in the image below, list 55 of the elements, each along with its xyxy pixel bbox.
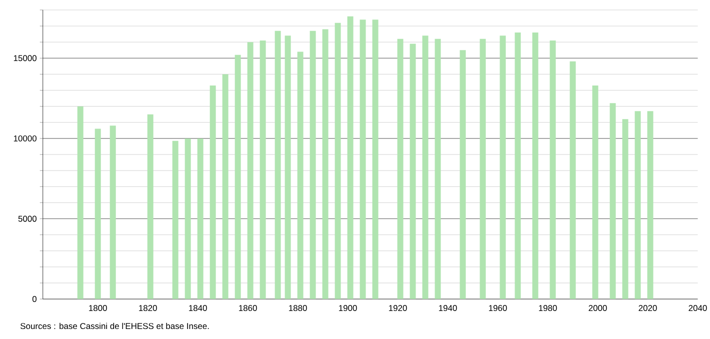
bar [77, 106, 84, 300]
bar [197, 138, 204, 300]
bar [570, 61, 576, 300]
bar [110, 126, 116, 300]
bar [334, 22, 341, 300]
y-tick-label: 5000 [18, 216, 37, 222]
source-note: Sources : base Cassini de l'EHESS et base Insee. [20, 322, 209, 330]
bar [622, 119, 628, 300]
x-tick-label: 2000 [588, 305, 607, 312]
bar [532, 32, 538, 300]
x-tick-label: 1880 [289, 305, 307, 312]
bar [234, 54, 241, 300]
bar [480, 38, 486, 300]
x-tick-label: 1840 [189, 305, 207, 312]
bar [647, 111, 654, 300]
bar [460, 50, 466, 300]
bar [422, 36, 428, 300]
bar [397, 38, 404, 300]
bar [247, 42, 254, 300]
x-tick-label: 1960 [489, 305, 507, 312]
bar [434, 38, 441, 300]
bar [372, 20, 378, 300]
bar [260, 40, 266, 300]
bar [410, 44, 416, 300]
bar [222, 74, 228, 300]
x-tick-label: 1900 [339, 305, 357, 312]
x-tick-label: 1980 [538, 305, 557, 312]
x-tick-label: 1920 [389, 305, 407, 312]
bar [184, 138, 191, 300]
x-tick-label: 1860 [239, 305, 257, 312]
bar [94, 128, 101, 300]
bar [210, 85, 216, 300]
bar [274, 30, 281, 300]
bar [514, 32, 521, 300]
y-tick-label: 0 [32, 296, 37, 302]
bar [550, 40, 556, 300]
bar [610, 103, 616, 300]
x-tick-label: 2020 [638, 305, 657, 312]
bar [500, 36, 506, 300]
bar [347, 16, 354, 300]
x-tick-label: 1820 [139, 305, 157, 312]
bar [360, 20, 366, 300]
bar [634, 111, 641, 300]
y-tick-label: 15000 [14, 55, 37, 62]
x-tick-label: 1800 [89, 305, 107, 312]
x-tick-label: 1940 [439, 305, 457, 312]
x-tick-label: 2040 [688, 305, 707, 312]
bar [284, 36, 291, 300]
bar [147, 114, 154, 300]
bar [297, 52, 304, 300]
bar [310, 30, 316, 300]
bar [592, 85, 598, 300]
y-tick-label: 10000 [14, 135, 37, 142]
bar [172, 140, 178, 300]
bar [322, 29, 328, 300]
